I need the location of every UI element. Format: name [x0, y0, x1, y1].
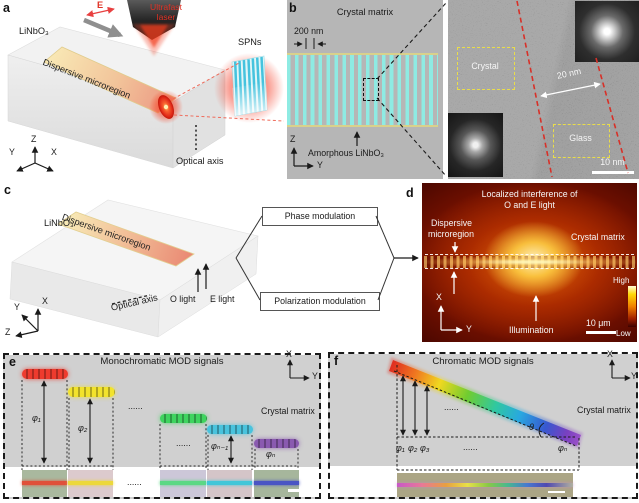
a-axis-x: X — [51, 147, 57, 157]
c-arrows — [15, 215, 419, 338]
interference-band — [424, 256, 636, 268]
micrograph-purple — [254, 470, 299, 497]
glass-region-label: Glass — [569, 133, 592, 143]
fft-inset-top — [575, 1, 639, 62]
panel-a-letter: a — [3, 1, 10, 15]
theta-label: θ — [529, 422, 534, 432]
ultrafast-laser-label: Ultrafast laser — [150, 2, 182, 22]
a-axis-z: Z — [31, 134, 37, 144]
panel-a-crystal-slab — [7, 26, 226, 169]
d-axis-x: X — [436, 292, 442, 302]
b-axis-y: Y — [317, 160, 323, 170]
e-dots-2: ...... — [176, 438, 191, 448]
phi2-label-e: φ₂ — [78, 423, 88, 433]
crystal-matrix-label-d: Crystal matrix — [571, 232, 625, 242]
d-scalebar-label: 10 μm — [586, 318, 611, 328]
band-dashed-line-top — [425, 254, 634, 255]
linbo3-label-c: LiNbO₃ — [44, 218, 74, 228]
d-scalebar — [586, 331, 616, 334]
c-axis-x: X — [42, 296, 48, 306]
crystal-region-box — [457, 47, 515, 90]
phi1-label-f: φ₁ — [396, 443, 405, 453]
f-axis-y: Y — [631, 371, 637, 381]
panel-e-letter: e — [9, 355, 16, 369]
phi1-label-e: φ₁ — [32, 413, 41, 423]
rainbow-trace — [397, 482, 573, 487]
mod-bar-red — [22, 369, 68, 379]
panel-f-letter: f — [334, 354, 339, 368]
micrograph-cyan — [207, 470, 252, 497]
b-axis-z: Z — [290, 134, 296, 144]
e-light-label: E light — [210, 294, 235, 304]
microregion-label-c: Dispersive microregion — [60, 212, 153, 253]
spns-label: SPNs — [238, 37, 262, 47]
micrograph-green — [160, 470, 206, 497]
micrograph-yellow — [68, 470, 113, 497]
phase-modulation-box: Phase modulation — [262, 207, 378, 226]
tem-scalebar-label: 10 nm — [600, 157, 625, 167]
f-title: Chromatic MOD signals — [432, 356, 534, 367]
f-dots-2: ...... — [463, 442, 478, 452]
f-axis-x: X — [607, 349, 613, 359]
amorphous-label: Amorphous LiNbO₃ — [308, 148, 384, 158]
e-title: Monochromatic MOD signals — [100, 356, 224, 367]
phi-n1-label-e: φₙ₋₁ — [211, 441, 229, 451]
polarization-modulation-label: Polarization modulation — [274, 296, 366, 306]
a-axis-y: Y — [9, 147, 15, 157]
polarization-modulation-box: Polarization modulation — [260, 292, 380, 311]
f-dots-1: ...... — [444, 402, 459, 412]
d-title-line2: O and E light — [504, 200, 555, 210]
panel-c-letter: c — [4, 183, 11, 197]
colorbar — [628, 286, 636, 327]
colorbar-high-label: High — [613, 276, 630, 285]
magnifier-box — [363, 78, 379, 101]
crystal-matrix-label-b: Crystal matrix — [336, 7, 394, 17]
e-field-label: E — [97, 0, 104, 10]
microregion-label-a: Dispersive microregion — [41, 57, 132, 101]
crystal-matrix-label-e: Crystal matrix — [261, 406, 315, 416]
mod-bar-purple — [254, 439, 299, 448]
phase-modulation-label: Phase modulation — [284, 211, 356, 221]
phi-n-label-e: φₙ — [266, 449, 276, 459]
band-dashed-line-bottom — [425, 268, 634, 269]
phi2-label-f: φ₂ — [408, 443, 418, 453]
d-micro-line2: microregion — [428, 229, 474, 239]
panel-d-letter: d — [406, 186, 414, 200]
phi-n-label-f: φₙ — [558, 443, 568, 453]
fft-inset-bottom — [448, 113, 503, 177]
c-axis-y: Y — [14, 302, 20, 312]
d-micro-line1: Dispersive — [431, 218, 473, 228]
e-axis-x: X — [286, 349, 292, 359]
a-arrows — [16, 6, 285, 172]
mod-bar-cyan — [207, 425, 253, 434]
crystal-matrix-label-f: Crystal matrix — [577, 405, 631, 415]
e-scalebar — [288, 489, 302, 492]
panel-b-letter: b — [289, 1, 297, 15]
colorbar-low-label: Low — [616, 329, 631, 338]
optical-axis-label-a: Optical axis — [176, 156, 224, 166]
micrograph-chromatic — [397, 473, 573, 497]
mod-bar-green — [160, 414, 207, 423]
period-label: 200 nm — [294, 26, 324, 36]
crystal-region-label: Crystal — [471, 61, 499, 71]
c-axis-z: Z — [5, 327, 11, 337]
linbo3-label-a: LiNbO₃ — [19, 26, 49, 36]
e-dots-1: ...... — [128, 401, 143, 411]
microregion-end-glow — [149, 90, 183, 124]
d-title-line1: Localized interference of — [481, 189, 578, 199]
spns-nanograting — [214, 53, 284, 123]
optical-axis-label-c: Optical axis — [110, 292, 159, 313]
phi3-label-f: φ₃ — [420, 443, 430, 453]
o-light-label: O light — [170, 294, 196, 304]
e-dots-3: ...... — [127, 477, 142, 487]
d-axis-y: Y — [466, 324, 472, 334]
illumination-label: Illumination — [509, 325, 554, 335]
mod-bar-yellow — [68, 387, 115, 397]
micrograph-red — [22, 470, 67, 497]
tem-scalebar — [592, 171, 634, 174]
e-axis-y: Y — [312, 371, 318, 381]
f-scalebar — [548, 490, 565, 493]
